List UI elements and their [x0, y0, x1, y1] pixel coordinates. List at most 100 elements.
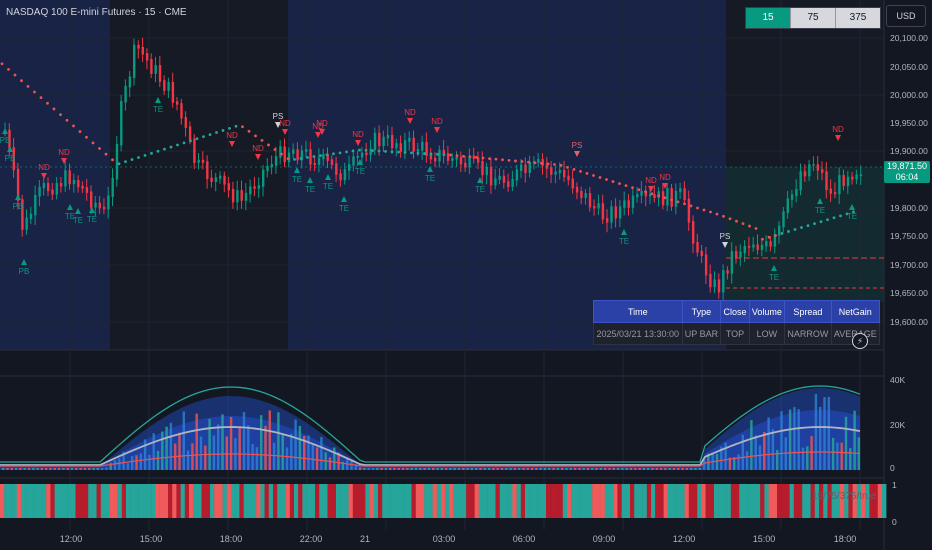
price-scale-tick: 19,800.00: [890, 203, 928, 213]
timeframe-15-button[interactable]: 15: [746, 8, 790, 28]
candle-body: [687, 198, 691, 223]
trend-dot: [527, 160, 530, 164]
oscillator-stripe: [495, 484, 500, 518]
volume-bar: [776, 450, 779, 470]
oscillator-stripe: [646, 484, 652, 518]
info-value-volume: LOW: [748, 322, 786, 345]
candle-body: [563, 169, 566, 178]
trend-dot: [13, 73, 17, 77]
trend-dot: [267, 143, 270, 147]
trend-dot: [130, 158, 134, 161]
signal-nd-label: ND: [252, 144, 264, 153]
candle-body: [231, 188, 235, 203]
candle-body: [81, 185, 84, 189]
volume-bar: [453, 468, 456, 470]
oscillator-stripe: [176, 484, 181, 518]
time-axis-label: 03:00: [433, 534, 456, 544]
oscillator-stripe: [54, 484, 59, 518]
volume-bar: [475, 468, 478, 470]
volume-bar: [397, 468, 400, 470]
currency-button[interactable]: USD: [886, 5, 926, 27]
candle-body: [541, 159, 544, 166]
oscillator-stripe: [226, 484, 232, 518]
volume-bar: [758, 445, 762, 470]
bar-countdown: 06:04: [895, 172, 919, 182]
candle-body: [326, 153, 329, 161]
candle-body: [799, 171, 802, 191]
oscillator-stripe: [840, 484, 845, 518]
volume-bar: [401, 468, 405, 470]
oscillator-stripe: [823, 484, 828, 518]
oscillator-stripe: [361, 484, 366, 518]
volume-bar: [367, 468, 370, 470]
signal-up-triangle: [67, 204, 73, 210]
oscillator-stripe: [457, 484, 463, 518]
time-axis-label: 22:00: [300, 534, 323, 544]
lightning-icon[interactable]: ⚡: [852, 333, 868, 349]
info-header-netgain: NetGain: [830, 300, 881, 323]
volume-bar: [655, 468, 658, 470]
candle-body: [584, 193, 587, 199]
oscillator-stripe: [214, 484, 219, 518]
signal-ps-label: PS: [273, 112, 284, 121]
oscillator-stripe: [449, 484, 454, 518]
trend-dot: [631, 186, 634, 190]
candle-body: [292, 149, 295, 155]
candle-body: [459, 156, 463, 165]
oscillator-stripe: [861, 484, 866, 518]
trend-dot: [462, 154, 465, 158]
candle-body: [838, 175, 841, 195]
timeframe-375-button[interactable]: 375: [835, 8, 880, 28]
oscillator-stripe: [819, 484, 824, 518]
trend-dot: [325, 153, 329, 157]
volume-bar: [423, 468, 426, 470]
oscillator-stripe: [529, 484, 534, 518]
candle-body: [606, 217, 609, 223]
candle-body: [567, 175, 570, 181]
candle-body: [38, 186, 41, 197]
oscillator-stripe: [403, 484, 408, 518]
volume-bar: [483, 468, 486, 470]
oscillator-scale-tick: 1: [892, 480, 897, 490]
volume-bar: [272, 442, 276, 470]
candle-body: [141, 47, 144, 55]
trend-dot: [143, 154, 147, 157]
candle-body: [455, 156, 458, 160]
volume-bar: [561, 468, 564, 470]
trend-dot: [234, 124, 238, 128]
trend-dot: [416, 151, 420, 155]
timeframe-75-button[interactable]: 75: [790, 8, 835, 28]
candle-body: [408, 137, 411, 142]
volume-bar: [212, 435, 216, 470]
candle-body: [395, 143, 398, 149]
candle-body: [434, 157, 437, 162]
candle-body: [279, 146, 282, 158]
oscillator-scale-tick: 0: [892, 517, 897, 527]
info-table-value-row: 2025/03/21 13:30:00 UP BAR TOP LOW NARRO…: [593, 322, 881, 345]
candle-body: [219, 175, 222, 179]
volume-bar: [66, 468, 69, 470]
candle-body: [330, 159, 334, 165]
oscillator-stripe: [352, 484, 358, 518]
trend-dot: [338, 151, 342, 155]
signal-pb-label: PB: [5, 154, 16, 163]
candle-body: [537, 159, 540, 163]
volume-bar: [79, 468, 82, 470]
candle-body: [68, 170, 71, 185]
candle-body: [322, 153, 325, 160]
volume-bar: [195, 413, 198, 470]
oscillator-stripe: [289, 484, 295, 518]
oscillator-stripe: [588, 484, 593, 518]
oscillator-stripe: [100, 484, 106, 518]
trend-dot: [683, 202, 686, 206]
info-header-close: Close: [720, 300, 750, 323]
volume-bar: [449, 468, 452, 470]
price-scale-tick: 19,700.00: [890, 260, 928, 270]
volume-bar: [354, 464, 357, 470]
oscillator-stripe: [499, 484, 505, 518]
oscillator-stripe: [764, 484, 769, 518]
volume-bar: [462, 468, 465, 470]
candle-body: [623, 200, 626, 208]
candle-body: [752, 244, 755, 248]
